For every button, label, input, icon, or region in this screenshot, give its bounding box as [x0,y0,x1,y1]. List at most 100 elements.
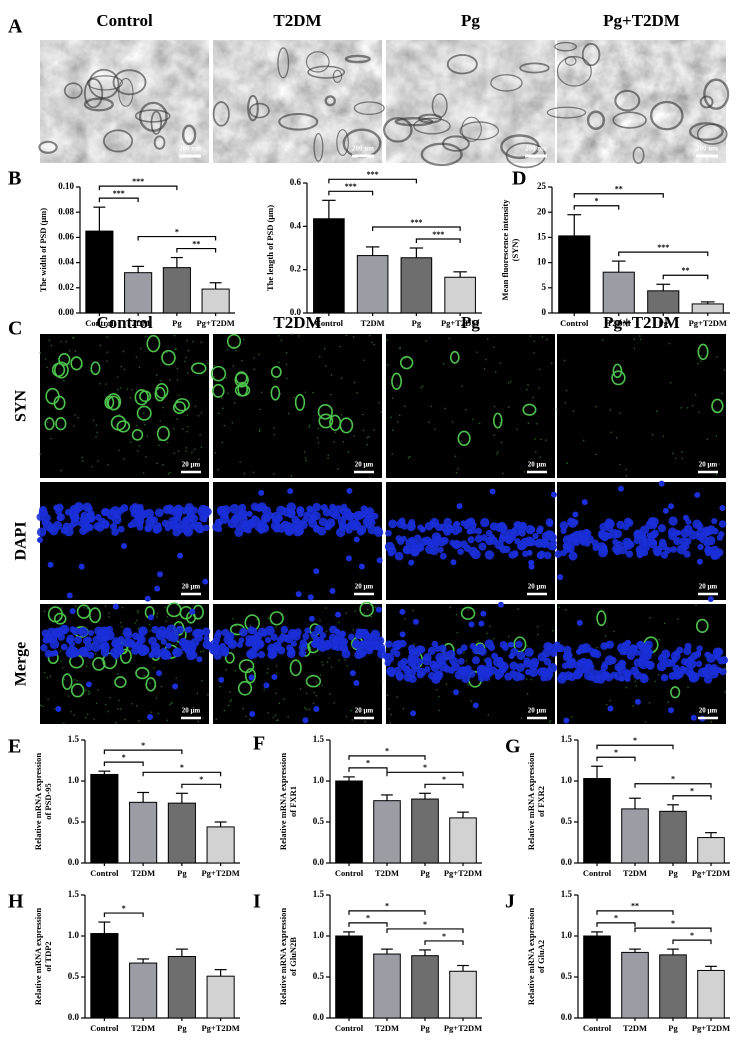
y-tick-label: 0.5 [561,971,573,981]
green-speck [47,698,49,701]
green-speck [535,451,537,453]
nucleus [339,630,347,638]
nucleus [624,676,631,683]
green-speck [223,709,226,712]
green-speck [217,468,220,471]
green-speck [389,722,392,724]
green-speck [169,703,171,706]
green-speck [117,708,119,710]
green-speck [46,421,49,424]
green-speck [667,701,670,704]
green-speck [61,666,64,669]
green-speck [136,424,138,427]
vesicle [500,134,540,160]
panel-letter: B [8,168,21,190]
bar [449,970,477,1019]
green-speck [463,651,465,654]
nucleus [52,520,63,531]
syn-cell [44,417,55,431]
significance-label: * [199,775,203,784]
nucleus [516,651,526,660]
nucleus [177,552,184,559]
nucleus [562,542,569,550]
nucleus [603,642,610,649]
green-speck [565,389,568,392]
nucleus [147,713,154,720]
green-speck [386,694,389,697]
green-speck [633,338,636,340]
bar [373,800,401,864]
green-speck [465,408,467,411]
green-speck [724,691,727,693]
nucleus [172,528,181,537]
nucleus [135,640,143,647]
green-speck [373,429,375,431]
scale-bar-label: 20 μm [182,461,201,469]
nucleus [668,516,678,526]
syn-cell [146,334,161,353]
image-background [40,482,209,600]
column-header: Pg+T2DM [603,313,680,332]
nucleus [160,638,167,645]
nucleus [575,648,582,655]
green-speck [104,703,107,706]
nucleus [129,504,139,514]
green-speck [615,436,618,439]
green-speck [278,361,280,363]
green-speck [182,428,184,430]
bar [85,230,114,314]
nucleus [260,629,268,637]
green-speck [308,708,310,711]
green-speck [536,422,538,425]
y-axis-label: Relative mRNA expression [278,908,288,1005]
nucleus [441,536,449,545]
significance-bracket [662,274,709,280]
green-speck [329,693,332,695]
significance-bracket [596,744,674,750]
green-speck [533,340,535,343]
nucleus [681,658,689,666]
syn-cell [172,401,186,414]
green-speck [572,410,575,413]
green-speck [529,335,532,337]
green-speck [460,440,463,442]
significance-label: *** [410,218,422,227]
significance-label: * [122,753,126,762]
syn-cell [612,363,623,379]
green-speck [235,625,237,627]
green-speck [157,389,160,391]
nucleus [67,651,75,659]
green-speck [496,453,498,455]
significance-label: * [633,736,637,745]
nucleus [257,502,267,512]
nucleus [177,520,187,529]
vesicle [134,109,171,123]
nucleus [605,524,614,532]
nucleus [166,631,176,642]
green-speck [175,677,177,680]
syn-cell [61,673,73,690]
nucleus [349,670,356,677]
nucleus [165,642,172,649]
syn-cell [457,430,471,447]
green-speck [669,381,672,384]
green-speck [398,414,401,417]
nucleus [74,636,83,644]
syn-cell [156,425,170,442]
nucleus [246,649,255,659]
nucleus [229,503,240,514]
y-tick-label: 0.00 [58,307,74,317]
nucleus [287,488,294,495]
green-speck [402,707,405,710]
syn-cell [697,343,709,361]
green-speck [159,420,162,422]
green-speck [299,688,302,690]
green-speck [558,606,560,609]
green-speck [158,444,160,446]
green-speck [82,460,84,462]
nucleus [387,546,397,556]
x-tick-label: Pg+T2DM [444,868,482,878]
y-tick-label: 0.06 [58,231,74,241]
nucleus [317,526,327,536]
nucleus [633,649,640,656]
